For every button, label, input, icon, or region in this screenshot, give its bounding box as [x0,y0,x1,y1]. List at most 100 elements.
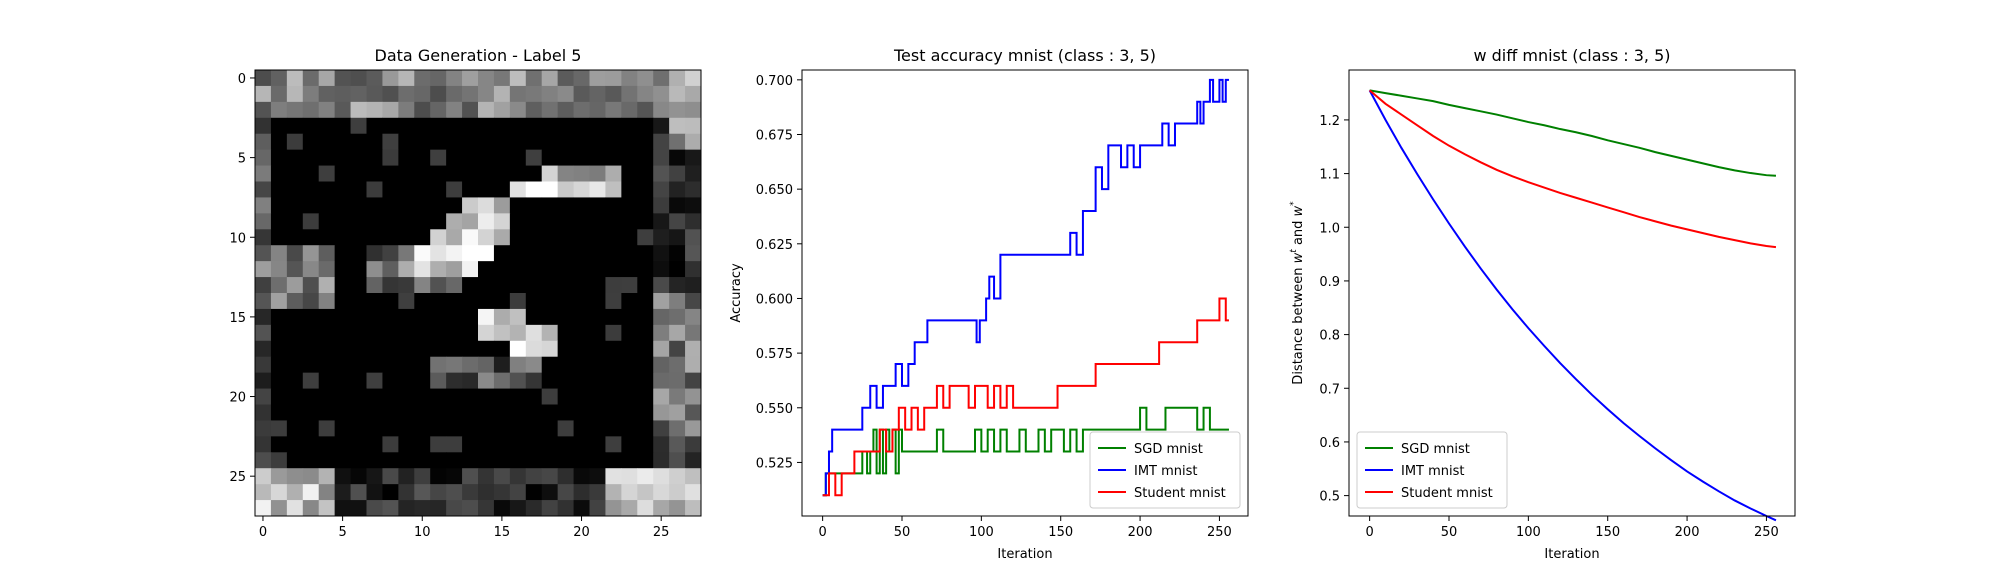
image-pixel [478,277,495,294]
image-pixel [605,229,622,246]
image-pixel [302,117,320,135]
image-pixel [255,500,272,517]
image-pixel [318,101,336,119]
image-pixel [573,261,590,278]
y-tick-label: 0.525 [756,456,793,471]
image-pixel [669,356,686,374]
image-pixel [318,85,336,103]
image-pixel [621,340,638,358]
image-pixel [541,484,559,501]
image-pixel [605,117,622,135]
image-pixel [589,308,606,326]
image-pixel [605,436,622,453]
image-pixel [685,149,702,166]
image-pixel [605,356,622,374]
image-pixel [557,261,574,278]
image-pixel [573,308,590,326]
x-tick-label: 15 [494,525,511,540]
image-pixel [382,452,399,469]
image-pixel [637,404,654,421]
image-pixel [350,213,367,230]
image-pixel [382,420,399,437]
image-pixel [637,484,654,501]
image-pixel [478,356,495,374]
image-pixel [509,436,527,453]
image-pixel [446,245,463,262]
image-pixel [525,356,543,374]
image-pixel [509,293,527,310]
image-pixel [541,372,559,389]
image-pixel [255,197,272,214]
image-pixel [414,70,431,87]
image-pixel [462,404,479,421]
image-pixel [637,388,654,405]
image-pixel [493,340,511,358]
image-pixel [621,101,638,119]
image-pixel [509,308,527,326]
image-pixel [302,277,320,294]
chart-title: Data Generation - Label 5 [375,46,582,65]
image-pixel [398,468,415,485]
image-pixel [414,261,431,278]
image-pixel [350,70,367,87]
image-pixel [493,197,511,214]
image-pixel [557,420,574,437]
image-pixel [350,85,367,103]
image-pixel [382,245,399,262]
image-pixel [302,165,320,182]
image-pixel [589,468,606,485]
image-pixel [557,404,574,421]
image-pixel [493,293,511,310]
image-pixel [334,293,351,310]
image-pixel [653,484,670,501]
image-pixel [318,420,336,437]
image-pixel [286,101,304,119]
y-tick-label: 0.625 [756,238,793,253]
image-pixel [605,404,622,421]
image-pixel [286,308,304,326]
image-pixel [605,149,622,166]
image-pixel [366,149,383,166]
image-pixel [255,70,272,87]
image-pixel [541,308,559,326]
image-pixel [525,181,543,198]
image-pixel [637,500,654,517]
image-pixel [446,197,463,214]
image-pixel [350,181,367,198]
image-pixel [462,261,479,278]
x-tick-label: 250 [1207,525,1232,540]
image-pixel [637,452,654,469]
image-pixel [653,70,670,87]
image-pixel [462,229,479,246]
image-pixel [509,420,527,437]
image-pixel [669,340,686,358]
image-pixel [621,277,638,294]
image-pixel [653,308,670,326]
image-pixel [493,149,511,166]
image-pixel [286,293,304,310]
image-pixel [318,133,336,151]
image-pixel [350,404,367,421]
image-pixel [446,372,463,389]
image-pixel [255,149,272,166]
y-tick-label: 10 [229,231,246,246]
image-pixel [414,500,431,517]
image-pixel [653,436,670,453]
image-pixel [669,277,686,294]
image-pixel [557,468,574,485]
image-pixel [398,85,415,103]
image-pixel [509,197,527,214]
image-pixel [270,133,288,151]
image-pixel [382,197,399,214]
image-pixel [318,229,336,246]
image-pixel [557,165,574,182]
image-pixel [286,452,304,469]
image-pixel [366,197,383,214]
image-pixel [493,308,511,326]
image-pixel [478,436,495,453]
image-pixel [318,372,336,389]
y-tick-label: 0.700 [756,74,793,89]
image-pixel [509,484,527,501]
image-pixel [446,70,463,87]
image-pixel [270,197,288,214]
